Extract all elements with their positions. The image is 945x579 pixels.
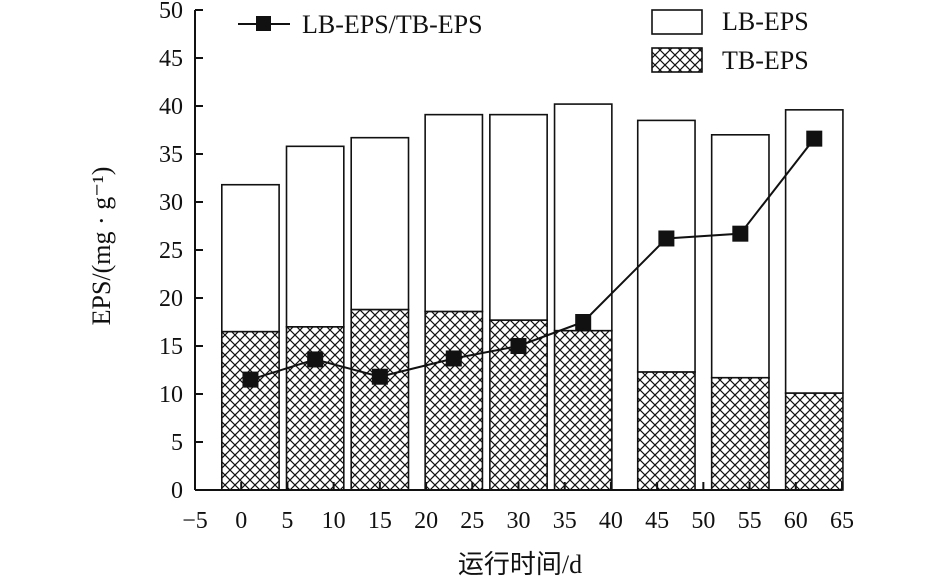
legend-square-marker (256, 16, 271, 31)
ratio-point-8 (806, 130, 823, 147)
legend-label-ratio: LB-EPS/TB-EPS (302, 10, 483, 39)
legend-swatch-lb-eps (651, 9, 703, 35)
y-tick-label-0: 0 (171, 478, 183, 504)
x-tick-label-6: 25 (460, 508, 484, 534)
bar-tb-eps-3 (424, 310, 484, 491)
y-tick-label-4: 20 (159, 286, 183, 312)
y-tick-label-7: 35 (159, 142, 183, 168)
y-tick-label-6: 30 (159, 190, 183, 216)
bar-lb-eps-8 (784, 109, 844, 394)
x-tick-label-3: 10 (322, 508, 346, 534)
bar-tb-eps-5 (553, 329, 613, 491)
x-tick-label-5: 20 (414, 508, 438, 534)
bar-tb-eps-7 (710, 376, 770, 491)
x-axis-title: 运行时间/d (458, 550, 582, 579)
x-tick-label-11: 50 (691, 508, 715, 534)
y-tick-label-2: 10 (159, 382, 183, 408)
y-tick-label-1: 5 (171, 430, 183, 456)
bar-lb-eps-0 (221, 183, 280, 333)
y-tick-label-5: 25 (159, 238, 183, 264)
y-tick-labels: 0 5 10 15 20 25 30 35 40 45 50 (159, 0, 183, 504)
legend: LB-EPS/TB-EPS LB-EPS TB-EPS (238, 7, 809, 75)
legend-swatch-tb-eps (651, 47, 703, 73)
x-tick-label-1: 0 (235, 508, 247, 534)
x-tick-label-8: 35 (553, 508, 577, 534)
legend-label-tb-eps: TB-EPS (722, 46, 809, 75)
x-tick-label-2: 5 (281, 508, 293, 534)
bar-lb-eps-2 (350, 136, 410, 311)
bar-tb-eps-6 (636, 371, 696, 491)
ratio-point-1 (307, 351, 324, 368)
x-tick-label-13: 60 (784, 508, 808, 534)
bar-tb-eps-8 (784, 392, 844, 491)
legend-label-lb-eps: LB-EPS (722, 7, 809, 36)
x-tick-label-9: 40 (599, 508, 623, 534)
bar-lb-eps-4 (489, 113, 548, 321)
bar-tb-eps-2 (350, 308, 410, 491)
x-tick-label-14: 65 (830, 508, 854, 534)
bar-lb-eps-7 (710, 134, 770, 379)
x-tick-label-12: 55 (738, 508, 762, 534)
bar-lb-eps-5 (553, 103, 613, 332)
axes-group (194, 9, 843, 491)
x-tick-label-0: −5 (182, 508, 208, 534)
y-tick-label-8: 40 (159, 94, 183, 120)
y-tick-label-3: 15 (159, 334, 183, 360)
ratio-point-0 (242, 371, 259, 388)
ratio-point-3 (445, 350, 462, 367)
y-axis-title: EPS/(mg · g⁻¹) (87, 167, 116, 326)
bar-tb-eps-1 (285, 325, 345, 491)
y-tick-label-9: 45 (159, 46, 183, 72)
ratio-point-6 (658, 230, 675, 247)
x-tick-label-7: 30 (507, 508, 531, 534)
ratio-point-2 (371, 368, 388, 385)
x-tick-label-10: 45 (645, 508, 669, 534)
bars-group (221, 103, 844, 491)
ratio-point-7 (732, 225, 749, 242)
ratio-point-5 (575, 314, 592, 330)
x-tick-labels: −5 0 5 10 15 20 25 30 35 40 45 50 55 60 65 (182, 508, 854, 534)
bar-lb-eps-3 (424, 113, 484, 313)
ratio-point-4 (510, 338, 527, 354)
x-tick-label-4: 15 (368, 508, 392, 534)
ratio-series-group (242, 130, 823, 388)
bar-lb-eps-1 (285, 145, 345, 328)
y-tick-label-10: 50 (159, 0, 183, 24)
bar-tb-eps-0 (221, 330, 280, 491)
